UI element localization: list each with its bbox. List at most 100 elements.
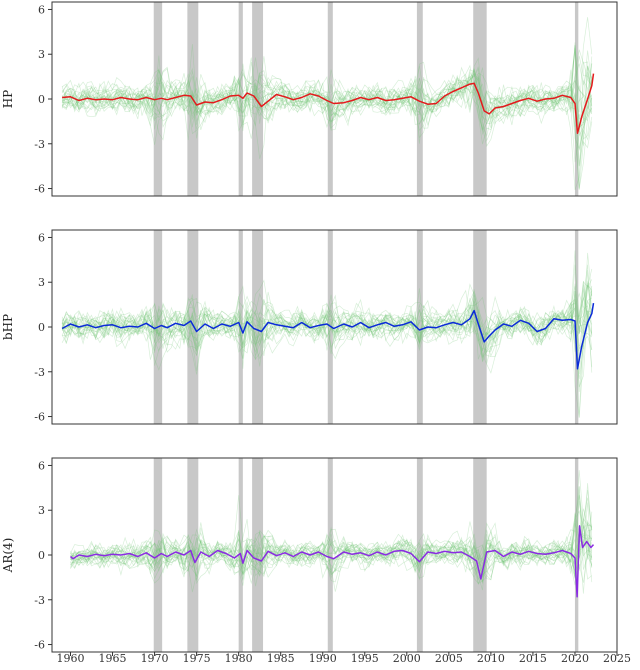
x-tick-label: 2020: [561, 652, 589, 665]
simulation-draw-line: [61, 44, 593, 130]
simulation-draw-line: [61, 279, 593, 362]
simulation-draw-line: [61, 282, 593, 366]
x-tick-label: 1965: [99, 652, 127, 665]
y-axis-title: bHP: [1, 314, 15, 340]
x-tick-label: 1970: [141, 652, 169, 665]
simulation-draw-line: [70, 517, 592, 573]
simulation-draw-line: [61, 252, 593, 369]
series-line-bhp: [61, 302, 595, 370]
simulation-draw-line: [70, 510, 593, 579]
simulation-draw-line: [61, 61, 593, 189]
simulation-draw-line: [61, 45, 593, 142]
simulation-draw-line: [61, 294, 593, 357]
recession-band: [574, 458, 579, 652]
simulation-draws: [61, 17, 593, 191]
y-tick-label: 6: [38, 3, 45, 16]
simulation-draw-line: [61, 56, 593, 125]
simulation-draw-line: [70, 486, 592, 581]
recession-band: [416, 2, 423, 196]
y-tick-label: -3: [34, 366, 45, 379]
y-tick-label: -6: [34, 183, 45, 196]
simulation-draws: [61, 250, 593, 419]
x-tick-label: 1960: [56, 652, 84, 665]
simulation-draw-line: [61, 79, 593, 189]
y-tick-label: 6: [38, 231, 45, 244]
simulation-draw-line: [70, 497, 593, 586]
x-tick-label: 1995: [351, 652, 379, 665]
x-tick-label: 1990: [309, 652, 337, 665]
simulation-draw-line: [70, 522, 593, 583]
y-tick-label: 3: [38, 504, 45, 517]
simulation-draw-line: [61, 284, 593, 374]
recession-band: [327, 458, 333, 652]
x-tick-label: 1975: [183, 652, 211, 665]
y-tick-label: -3: [34, 594, 45, 607]
simulation-draw-line: [70, 495, 593, 585]
simulation-draw-line: [61, 72, 593, 128]
simulation-draw-line: [70, 483, 593, 579]
simulation-draw-line: [70, 521, 592, 581]
simulation-draw-line: [61, 61, 593, 140]
simulation-draw-line: [61, 264, 593, 357]
y-tick-label: -6: [34, 639, 45, 652]
series-line-hp: [62, 73, 595, 135]
simulation-draw-line: [61, 51, 593, 151]
y-tick-label: 0: [38, 321, 45, 334]
recession-band: [574, 2, 579, 196]
simulation-draw-line: [70, 524, 593, 585]
simulation-draw-line: [62, 68, 593, 167]
simulation-draw-line: [61, 67, 593, 150]
simulation-draw-line: [61, 69, 593, 191]
simulation-draw-line: [61, 63, 593, 147]
simulation-draw-line: [61, 285, 593, 374]
panel-bhp: -6 -3 0 3 6 bHP: [1, 229, 618, 425]
recession-band: [327, 2, 333, 196]
simulation-draw-line: [61, 290, 593, 348]
x-axis: 1960 1965 1970 1975 1980 1985 1990 1995 2000 2005…: [56, 652, 631, 665]
simulation-draw-line: [70, 526, 593, 581]
simulation-draw-line: [61, 298, 593, 356]
recession-band: [574, 230, 579, 424]
x-tick-label: 2015: [519, 652, 547, 665]
simulation-draw-line: [61, 47, 593, 144]
simulation-draw-line: [70, 532, 593, 580]
simulation-draw-line: [61, 44, 593, 139]
recession-band: [252, 2, 264, 196]
y-tick-label: 0: [38, 549, 45, 562]
simulation-draw-line: [70, 520, 593, 586]
simulation-draw-line: [61, 284, 593, 353]
simulation-draw-line: [61, 292, 593, 393]
simulation-draw-line: [70, 529, 592, 578]
simulation-draw-line: [61, 288, 593, 351]
x-tick-label: 2025: [603, 652, 631, 665]
recession-band: [252, 458, 264, 652]
simulation-draw-line: [70, 508, 593, 584]
x-tick-label: 2010: [477, 652, 505, 665]
recession-band: [187, 230, 199, 424]
y-tick-label: 3: [38, 276, 45, 289]
simulation-draw-line: [61, 250, 593, 362]
panel-hp: -6 -3 0 3 6 HP: [1, 1, 618, 197]
x-tick-label: 2000: [393, 652, 421, 665]
y-axis-title: AR(4): [1, 538, 15, 574]
simulation-draw-line: [70, 470, 592, 579]
simulation-draw-line: [61, 74, 593, 166]
simulation-draw-line: [61, 63, 593, 191]
simulation-draw-line: [70, 513, 593, 592]
x-tick-label: 1985: [267, 652, 295, 665]
series-line-ar4: [70, 525, 595, 598]
simulation-draw-line: [61, 285, 593, 373]
y-tick-label: 6: [38, 459, 45, 472]
simulation-draw-line: [61, 67, 593, 145]
x-tick-label: 1980: [225, 652, 253, 665]
y-axis-title: HP: [1, 90, 15, 109]
simulation-draw-line: [61, 279, 593, 375]
simulation-draw-line: [70, 486, 593, 580]
simulation-draw-line: [61, 300, 593, 371]
recession-band: [473, 458, 487, 652]
recession-band: [416, 230, 423, 424]
recession-band: [238, 2, 243, 196]
x-tick-label: 2005: [435, 652, 463, 665]
simulation-draw-line: [70, 526, 593, 586]
